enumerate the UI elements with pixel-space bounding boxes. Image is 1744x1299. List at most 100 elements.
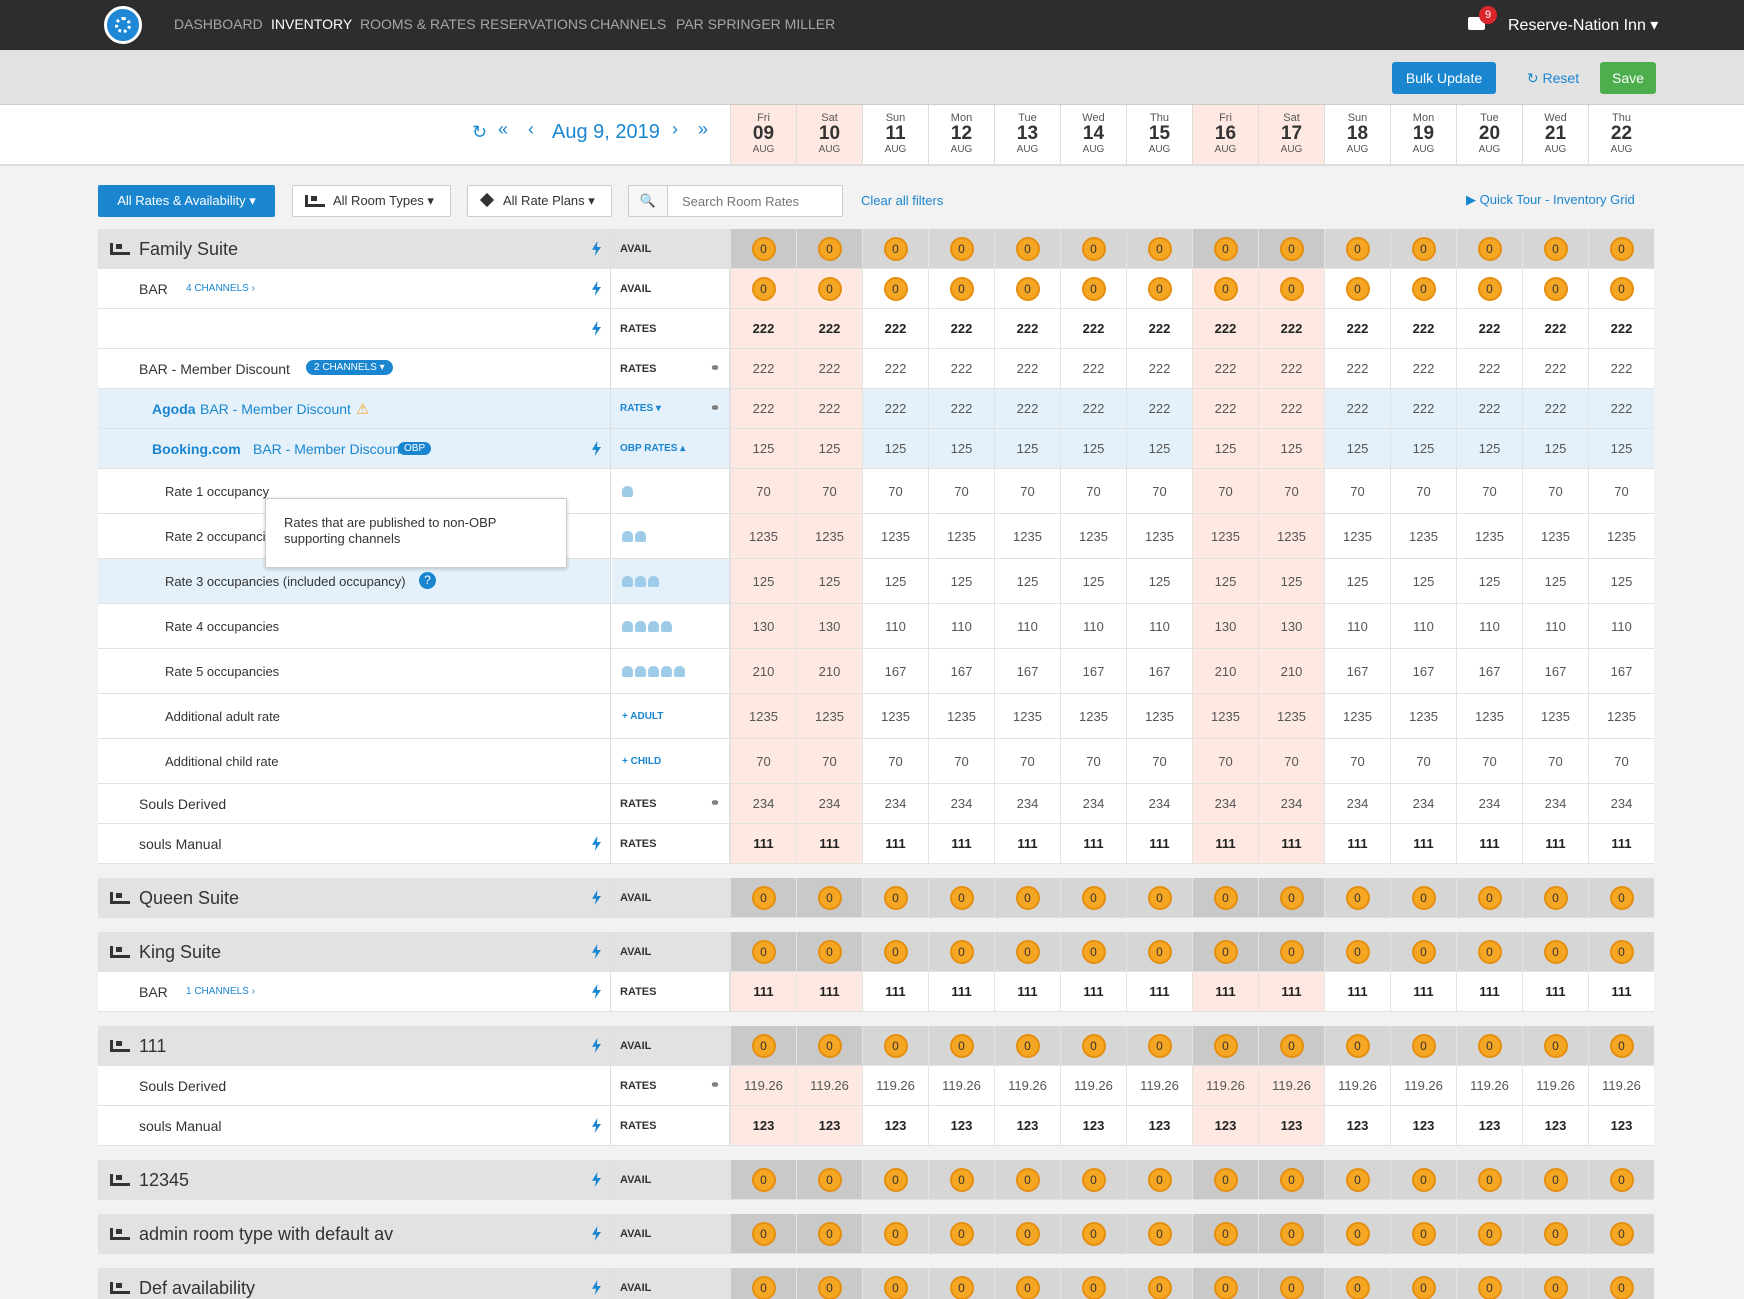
- grid-cell[interactable]: 0: [730, 1214, 796, 1253]
- grid-cell[interactable]: 0: [1258, 1160, 1324, 1199]
- grid-cell[interactable]: 125: [796, 429, 862, 468]
- grid-cell[interactable]: 70: [730, 469, 796, 513]
- grid-cell[interactable]: 70: [1060, 739, 1126, 783]
- date-column[interactable]: Tue 20 AUG: [1456, 105, 1522, 164]
- grid-cell[interactable]: 111: [1588, 824, 1654, 863]
- grid-cell[interactable]: 111: [1060, 972, 1126, 1011]
- grid-cell[interactable]: 0: [1258, 1214, 1324, 1253]
- grid-cell[interactable]: 70: [862, 469, 928, 513]
- grid-cell[interactable]: 1235: [1192, 514, 1258, 558]
- grid-cell[interactable]: 111: [1192, 972, 1258, 1011]
- grid-cell[interactable]: 125: [1390, 429, 1456, 468]
- grid-cell[interactable]: 1235: [1588, 514, 1654, 558]
- grid-cell[interactable]: 222: [1324, 349, 1390, 388]
- grid-cell[interactable]: 0: [1588, 932, 1654, 971]
- grid-cell[interactable]: 123: [928, 1106, 994, 1145]
- date-column[interactable]: Sun 11 AUG: [862, 105, 928, 164]
- date-column[interactable]: Thu 15 AUG: [1126, 105, 1192, 164]
- nav-dashboard[interactable]: DASHBOARD: [174, 16, 263, 32]
- grid-cell[interactable]: 0: [1588, 229, 1654, 268]
- grid-cell[interactable]: 0: [994, 1160, 1060, 1199]
- grid-cell[interactable]: 0: [1522, 932, 1588, 971]
- grid-cell[interactable]: 0: [730, 229, 796, 268]
- grid-cell[interactable]: 125: [1060, 559, 1126, 603]
- grid-cell[interactable]: 167: [928, 649, 994, 693]
- grid-cell[interactable]: 222: [1060, 389, 1126, 428]
- save-button[interactable]: Save: [1600, 62, 1656, 94]
- grid-cell[interactable]: 0: [1456, 229, 1522, 268]
- grid-cell[interactable]: 130: [1192, 604, 1258, 648]
- grid-cell[interactable]: 1235: [1126, 694, 1192, 738]
- rate-plan-name[interactable]: Souls Derived: [139, 1078, 227, 1094]
- nav-rooms-rates[interactable]: ROOMS & RATES: [360, 16, 476, 32]
- grid-cell[interactable]: 111: [1258, 824, 1324, 863]
- grid-cell[interactable]: 110: [1456, 604, 1522, 648]
- grid-cell[interactable]: 119.26: [730, 1066, 796, 1105]
- grid-cell[interactable]: 1235: [1390, 514, 1456, 558]
- grid-cell[interactable]: 70: [1192, 469, 1258, 513]
- grid-cell[interactable]: 70: [1522, 739, 1588, 783]
- grid-cell[interactable]: 1235: [1456, 694, 1522, 738]
- grid-cell[interactable]: 0: [1522, 269, 1588, 308]
- channel-rate-plan[interactable]: BAR - Member Discount: [253, 441, 404, 457]
- grid-cell[interactable]: 0: [862, 1026, 928, 1065]
- hotel-selector[interactable]: Reserve-Nation Inn ▾: [1508, 17, 1659, 34]
- grid-cell[interactable]: 167: [1060, 649, 1126, 693]
- channel-name[interactable]: Agoda: [152, 401, 196, 417]
- grid-cell[interactable]: 125: [862, 559, 928, 603]
- grid-cell[interactable]: 0: [1588, 1026, 1654, 1065]
- grid-cell[interactable]: 70: [1456, 469, 1522, 513]
- grid-cell[interactable]: 234: [1456, 784, 1522, 823]
- grid-cell[interactable]: 111: [796, 972, 862, 1011]
- grid-cell[interactable]: 0: [1192, 229, 1258, 268]
- bolt-icon[interactable]: [592, 1038, 601, 1053]
- grid-cell[interactable]: 125: [928, 429, 994, 468]
- grid-cell[interactable]: 222: [928, 309, 994, 348]
- grid-cell[interactable]: 123: [1060, 1106, 1126, 1145]
- next-week-icon[interactable]: »: [698, 119, 709, 139]
- grid-cell[interactable]: 1235: [730, 694, 796, 738]
- grid-cell[interactable]: 1235: [1588, 694, 1654, 738]
- grid-cell[interactable]: 234: [1390, 784, 1456, 823]
- grid-cell[interactable]: 130: [1258, 604, 1324, 648]
- grid-cell[interactable]: 123: [1192, 1106, 1258, 1145]
- grid-cell[interactable]: 1235: [928, 694, 994, 738]
- channel-name[interactable]: Booking.com: [152, 441, 241, 457]
- grid-cell[interactable]: 111: [1588, 972, 1654, 1011]
- grid-cell[interactable]: 222: [994, 349, 1060, 388]
- grid-cell[interactable]: 0: [796, 878, 862, 917]
- prev-week-icon[interactable]: «: [498, 119, 509, 139]
- grid-cell[interactable]: 0: [1192, 1160, 1258, 1199]
- grid-cell[interactable]: 0: [1060, 1026, 1126, 1065]
- grid-cell[interactable]: 222: [796, 309, 862, 348]
- grid-cell[interactable]: 125: [1456, 429, 1522, 468]
- grid-cell[interactable]: 111: [1390, 972, 1456, 1011]
- grid-cell[interactable]: 125: [1258, 429, 1324, 468]
- grid-cell[interactable]: 222: [1126, 349, 1192, 388]
- row-type-label[interactable]: RATES ▾: [620, 403, 661, 414]
- reset-button[interactable]: ↻ Reset: [1526, 70, 1580, 86]
- grid-cell[interactable]: 70: [1390, 469, 1456, 513]
- grid-cell[interactable]: 1235: [994, 514, 1060, 558]
- grid-cell[interactable]: 210: [1258, 649, 1324, 693]
- grid-cell[interactable]: 0: [862, 878, 928, 917]
- prev-day-icon[interactable]: ‹: [528, 119, 534, 139]
- grid-cell[interactable]: 222: [1060, 349, 1126, 388]
- grid-cell[interactable]: 70: [796, 739, 862, 783]
- grid-cell[interactable]: 0: [1126, 1214, 1192, 1253]
- grid-cell[interactable]: 222: [1588, 349, 1654, 388]
- grid-cell[interactable]: 110: [1390, 604, 1456, 648]
- grid-cell[interactable]: 0: [1126, 1026, 1192, 1065]
- grid-cell[interactable]: 0: [796, 229, 862, 268]
- grid-cell[interactable]: 234: [994, 784, 1060, 823]
- grid-cell[interactable]: 222: [862, 389, 928, 428]
- grid-cell[interactable]: 210: [730, 649, 796, 693]
- grid-cell[interactable]: 0: [1258, 269, 1324, 308]
- rate-plan-name[interactable]: Souls Derived: [139, 796, 227, 812]
- channel-rate-plan[interactable]: BAR - Member Discount: [200, 401, 351, 417]
- grid-cell[interactable]: 222: [1588, 309, 1654, 348]
- help-icon[interactable]: ?: [419, 572, 436, 589]
- grid-cell[interactable]: 125: [1522, 429, 1588, 468]
- room-type-name[interactable]: Queen Suite: [139, 888, 240, 908]
- bolt-icon[interactable]: [592, 1172, 601, 1187]
